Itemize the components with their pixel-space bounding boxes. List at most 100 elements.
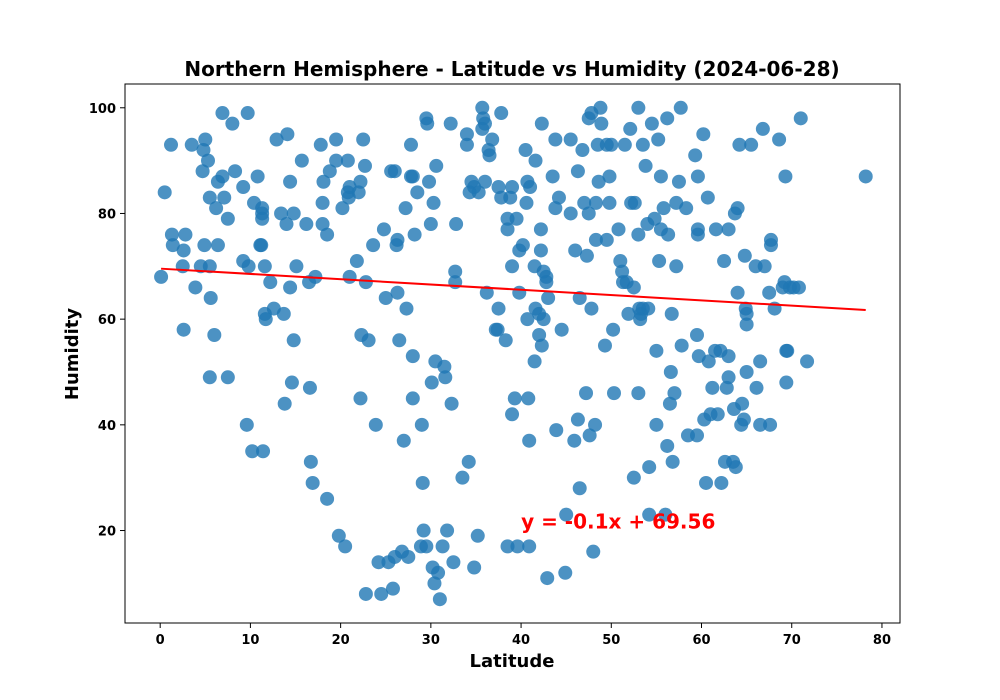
data-point: [757, 259, 772, 274]
data-point: [239, 417, 254, 432]
data-point: [263, 275, 278, 290]
data-point: [567, 433, 582, 448]
data-point: [178, 227, 193, 242]
data-point: [376, 222, 391, 237]
data-point: [210, 238, 225, 253]
data-point: [320, 491, 335, 506]
data-point: [701, 354, 716, 369]
data-point: [424, 375, 439, 390]
data-point: [217, 190, 232, 205]
data-point: [274, 206, 289, 221]
data-point: [392, 333, 407, 348]
data-point: [533, 243, 548, 258]
data-point: [661, 227, 676, 242]
data-point: [357, 158, 372, 173]
data-point: [656, 201, 671, 216]
data-point: [349, 254, 364, 269]
data-point: [283, 280, 298, 295]
data-point: [586, 544, 601, 559]
y-tick-label: 80: [98, 207, 116, 222]
data-point: [316, 174, 331, 189]
data-point: [358, 586, 373, 601]
data-point: [329, 132, 344, 147]
data-point: [378, 291, 393, 306]
data-point: [558, 565, 573, 580]
data-point: [533, 222, 548, 237]
data-point: [579, 386, 594, 401]
data-point: [549, 423, 564, 438]
data-point: [749, 380, 764, 395]
data-point: [858, 169, 873, 184]
data-point: [623, 121, 638, 136]
data-point: [631, 227, 646, 242]
data-point: [490, 322, 505, 337]
data-point: [730, 285, 745, 300]
data-point: [414, 417, 429, 432]
data-point: [220, 211, 235, 226]
data-point: [708, 222, 723, 237]
data-point: [215, 169, 230, 184]
data-point: [642, 460, 657, 475]
data-point: [563, 206, 578, 221]
data-point: [415, 475, 430, 490]
data-point: [203, 291, 218, 306]
data-point: [696, 127, 711, 142]
data-point: [577, 195, 592, 210]
y-axis-label: Humidity: [62, 308, 83, 400]
data-point: [604, 137, 619, 152]
data-point: [303, 454, 318, 469]
data-point: [641, 301, 656, 316]
data-point: [398, 201, 413, 216]
data-point: [302, 380, 317, 395]
data-point: [461, 454, 476, 469]
data-point: [426, 195, 441, 210]
data-point: [690, 169, 705, 184]
data-point: [621, 306, 636, 321]
data-point: [674, 338, 689, 353]
data-point: [286, 206, 301, 221]
x-tick-label: 70: [783, 633, 801, 648]
data-point: [593, 100, 608, 115]
data-point: [475, 100, 490, 115]
y-tick-label: 60: [98, 313, 116, 328]
data-point: [315, 195, 330, 210]
data-point: [615, 264, 630, 279]
data-point: [390, 232, 405, 247]
data-point: [679, 201, 694, 216]
data-point: [588, 417, 603, 432]
data-point: [485, 132, 500, 147]
y-tick-label: 100: [89, 102, 116, 117]
data-point: [250, 169, 265, 184]
data-point: [405, 349, 420, 364]
data-point: [763, 417, 778, 432]
data-point: [572, 291, 587, 306]
data-point: [534, 116, 549, 131]
data-point: [739, 306, 754, 321]
x-tick-label: 60: [692, 633, 710, 648]
data-point: [778, 169, 793, 184]
data-point: [509, 211, 524, 226]
data-point: [594, 116, 609, 131]
data-point: [225, 116, 240, 131]
data-point: [539, 275, 554, 290]
data-point: [387, 164, 402, 179]
data-point: [732, 137, 747, 152]
data-point: [617, 137, 632, 152]
data-point: [491, 301, 506, 316]
data-point: [510, 539, 525, 554]
data-point: [662, 396, 677, 411]
data-point: [176, 322, 191, 337]
data-point: [606, 322, 621, 337]
data-point: [277, 396, 292, 411]
data-point: [429, 158, 444, 173]
data-point: [440, 523, 455, 538]
data-point: [255, 211, 270, 226]
data-point: [455, 470, 470, 485]
data-point: [570, 164, 585, 179]
data-point: [710, 407, 725, 422]
data-point: [286, 333, 301, 348]
data-point: [690, 428, 704, 443]
data-point: [688, 148, 703, 163]
data-point: [800, 354, 815, 369]
data-point: [444, 396, 459, 411]
